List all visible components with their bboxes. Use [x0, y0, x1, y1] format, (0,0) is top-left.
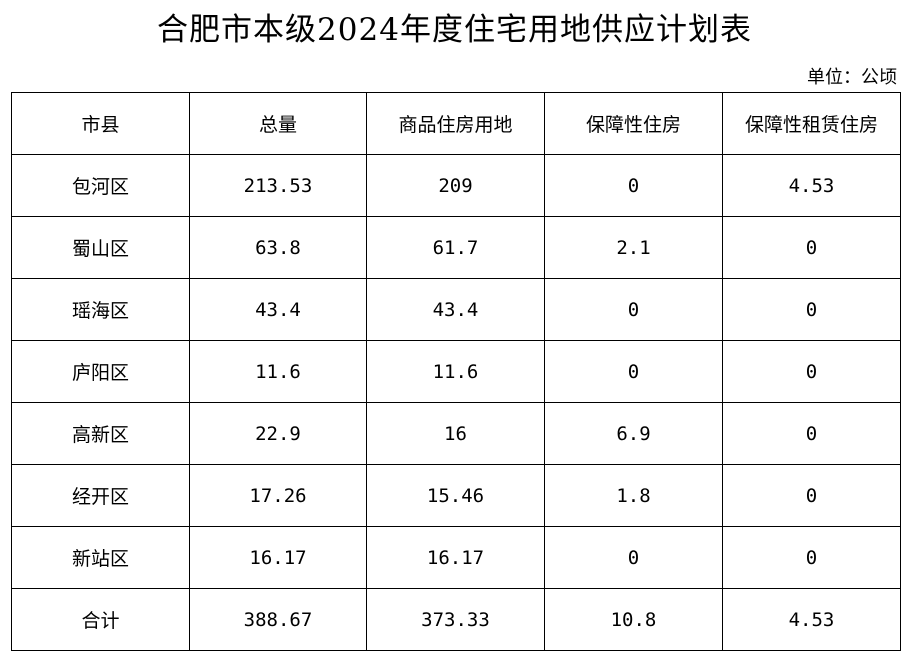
cell-affordable: 0 [544, 278, 723, 341]
cell-total: 43.4 [189, 278, 367, 341]
table-total-row: 合计 388.67 373.33 10.8 4.53 [11, 588, 901, 651]
cell-commercial: 11.6 [366, 340, 545, 403]
header-total: 总量 [189, 92, 367, 155]
cell-rental: 0 [722, 216, 901, 279]
cell-affordable: 0 [544, 340, 723, 403]
cell-total: 63.8 [189, 216, 367, 279]
cell-total-label: 合计 [11, 588, 190, 651]
cell-commercial: 209 [366, 154, 545, 217]
table-row: 经开区 17.26 15.46 1.8 0 [11, 464, 901, 527]
cell-county: 蜀山区 [11, 216, 190, 279]
cell-rental: 0 [722, 278, 901, 341]
table-row: 蜀山区 63.8 61.7 2.1 0 [11, 216, 901, 279]
header-county: 市县 [11, 92, 190, 155]
unit-label: 单位：公顷 [807, 67, 897, 88]
table-row: 高新区 22.9 16 6.9 0 [11, 402, 901, 465]
cell-rental: 0 [722, 526, 901, 589]
cell-rental: 4.53 [722, 154, 901, 217]
header-affordable-rental-housing: 保障性租赁住房 [722, 92, 901, 155]
cell-commercial: 16 [366, 402, 545, 465]
cell-total: 17.26 [189, 464, 367, 527]
table-header-row: 市县 总量 商品住房用地 保障性住房 保障性租赁住房 [11, 92, 901, 155]
cell-total: 11.6 [189, 340, 367, 403]
cell-county: 瑶海区 [11, 278, 190, 341]
header-affordable-housing: 保障性住房 [544, 92, 723, 155]
cell-total: 16.17 [189, 526, 367, 589]
cell-rental: 4.53 [722, 588, 901, 651]
cell-rental: 0 [722, 402, 901, 465]
cell-total: 213.53 [189, 154, 367, 217]
cell-county: 高新区 [11, 402, 190, 465]
header-commercial-housing: 商品住房用地 [366, 92, 545, 155]
cell-affordable: 0 [544, 154, 723, 217]
page-title: 合肥市本级2024年度住宅用地供应计划表 [157, 12, 752, 48]
cell-county: 经开区 [11, 464, 190, 527]
cell-commercial: 15.46 [366, 464, 545, 527]
cell-commercial: 43.4 [366, 278, 545, 341]
cell-commercial: 16.17 [366, 526, 545, 589]
cell-commercial: 61.7 [366, 216, 545, 279]
table-row: 瑶海区 43.4 43.4 0 0 [11, 278, 901, 341]
table-row: 新站区 16.17 16.17 0 0 [11, 526, 901, 589]
cell-affordable: 2.1 [544, 216, 723, 279]
cell-total: 388.67 [189, 588, 367, 651]
cell-county: 新站区 [11, 526, 190, 589]
cell-county: 庐阳区 [11, 340, 190, 403]
cell-affordable: 10.8 [544, 588, 723, 651]
cell-rental: 0 [722, 464, 901, 527]
cell-affordable: 6.9 [544, 402, 723, 465]
cell-total: 22.9 [189, 402, 367, 465]
supply-plan-table: 市县 总量 商品住房用地 保障性住房 保障性租赁住房 包河区 213.53 20… [11, 92, 901, 651]
table-row: 包河区 213.53 209 0 4.53 [11, 154, 901, 217]
cell-rental: 0 [722, 340, 901, 403]
cell-affordable: 1.8 [544, 464, 723, 527]
table-row: 庐阳区 11.6 11.6 0 0 [11, 340, 901, 403]
cell-commercial: 373.33 [366, 588, 545, 651]
cell-county: 包河区 [11, 154, 190, 217]
cell-affordable: 0 [544, 526, 723, 589]
